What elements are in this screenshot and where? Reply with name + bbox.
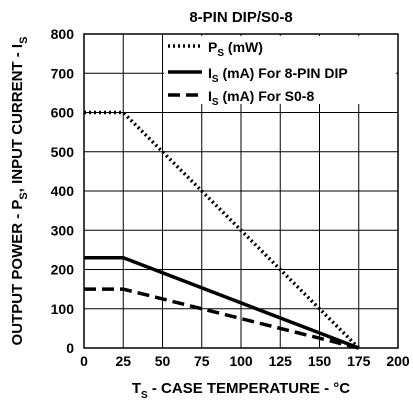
x-axis-label: TS - CASE TEMPERATURE - °C <box>132 380 350 401</box>
x-tick-label: 100 <box>229 353 253 369</box>
x-tick-label: 25 <box>115 353 131 369</box>
y-tick-label: 400 <box>51 183 75 199</box>
x-tick-label: 150 <box>308 353 332 369</box>
y-tick-label: 0 <box>66 340 74 356</box>
legend: PS (mW) IS (mA) For 8-PIN DIP IS (mA) Fo… <box>164 36 396 108</box>
y-axis-label: OUTPUT POWER - PS, INPUT CURRENT - IS <box>9 37 30 346</box>
x-tick-label: 200 <box>386 353 410 369</box>
y-tick-label: 300 <box>51 222 75 238</box>
x-tick-label: 0 <box>80 353 88 369</box>
legend-label-ps: PS (mW) <box>208 39 263 59</box>
series-line-dip <box>84 255 360 350</box>
y-tick-label: 200 <box>51 262 75 278</box>
x-tick-label: 125 <box>269 353 293 369</box>
series-line-so8 <box>84 287 360 350</box>
series-line-ps <box>84 110 360 350</box>
y-tick-labels: 0 100 200 300 400 500 600 700 800 <box>51 26 75 356</box>
y-tick-label: 600 <box>51 105 75 121</box>
chart-title: 8-PIN DIP/S0-8 <box>189 9 292 26</box>
y-tick-label: 700 <box>51 65 75 81</box>
y-tick-label: 500 <box>51 144 75 160</box>
x-tick-label: 75 <box>194 353 210 369</box>
x-tick-label: 50 <box>155 353 171 369</box>
x-tick-label: 175 <box>347 353 371 369</box>
y-tick-label: 800 <box>51 26 75 42</box>
y-tick-label: 100 <box>51 301 75 317</box>
x-tick-labels: 0 25 50 75 100 125 150 175 200 <box>80 353 410 369</box>
series-lines <box>84 110 360 350</box>
legend-label-dip: IS (mA) For 8-PIN DIP <box>208 65 348 85</box>
legend-label-so8: IS (mA) For S0-8 <box>208 88 314 108</box>
legend-box <box>164 36 396 104</box>
plot-frame <box>83 33 399 349</box>
